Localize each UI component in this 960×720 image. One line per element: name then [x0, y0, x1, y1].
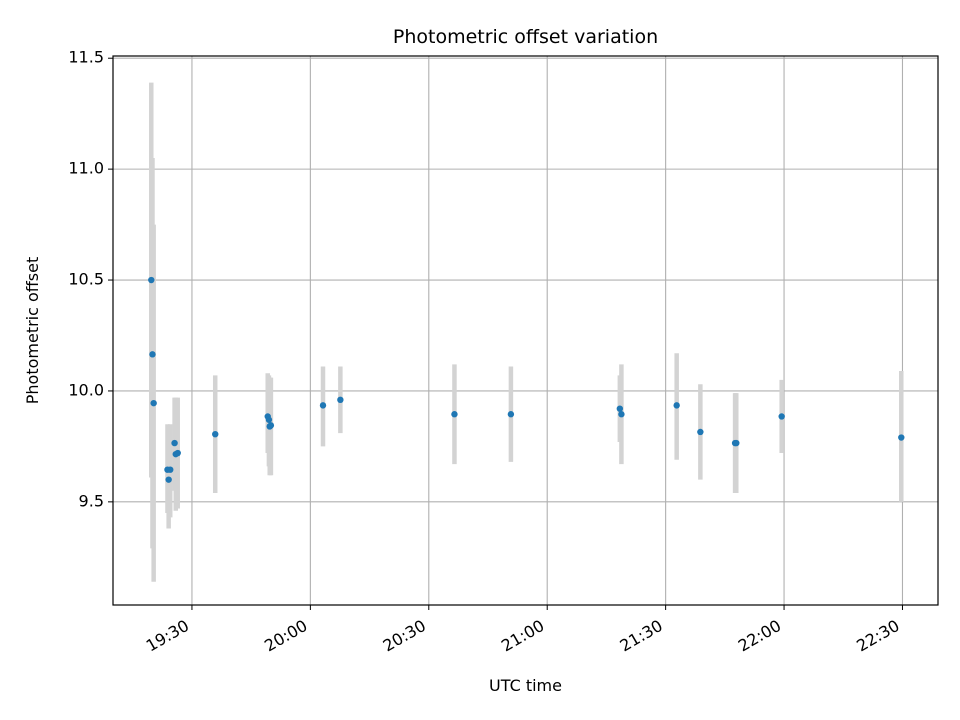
- data-point: [337, 396, 344, 404]
- data-point: [673, 402, 680, 409]
- y-axis-label: Photometric offset: [23, 257, 42, 405]
- data-point: [149, 351, 156, 358]
- data-point: [616, 405, 624, 412]
- data-point: [267, 422, 275, 429]
- data-point: [150, 399, 157, 407]
- axes-frame: [112, 55, 939, 606]
- data-point: [167, 466, 174, 473]
- data-point: [697, 428, 704, 436]
- data-point: [212, 431, 219, 438]
- chart-title: Photometric offset variation: [393, 26, 658, 48]
- data-point: [618, 411, 625, 418]
- data-point: [778, 413, 785, 420]
- data-point: [319, 402, 327, 409]
- y-tick-label: 9.5: [79, 491, 104, 510]
- data-point: [165, 476, 172, 483]
- data-point: [898, 434, 905, 441]
- data-point: [265, 416, 273, 423]
- data-point: [733, 439, 740, 447]
- data-points: [148, 276, 905, 483]
- data-point: [171, 439, 178, 447]
- y-tick-label: 10.0: [68, 380, 104, 399]
- data-point: [507, 411, 515, 418]
- x-axis-label: UTC time: [489, 676, 562, 695]
- y-tick-label: 10.5: [68, 270, 104, 289]
- data-point: [148, 276, 155, 284]
- grid: [113, 56, 938, 605]
- data-point: [174, 449, 181, 457]
- data-point: [451, 411, 458, 418]
- y-tick-label: 11.5: [68, 48, 104, 67]
- y-tick-label: 11.0: [68, 159, 104, 178]
